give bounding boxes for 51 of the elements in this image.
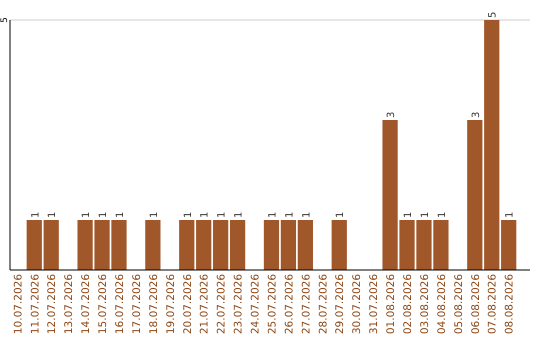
data-label: 1 [81, 212, 92, 218]
x-tick-label: 26.07.2026 [283, 274, 296, 334]
data-label: 3 [470, 112, 482, 118]
data-label: 1 [216, 212, 228, 218]
x-tick-label: 12.07.2026 [46, 274, 58, 334]
data-label: 1 [47, 212, 58, 218]
x-tick-label: 11.07.2026 [29, 274, 42, 334]
data-label: 1 [200, 212, 211, 218]
data-label: 1 [284, 212, 296, 218]
x-tick-label: 19.07.2026 [164, 274, 177, 334]
x-tick-label: 30.07.2026 [351, 274, 364, 334]
x-tick-label: 24.07.2026 [250, 274, 262, 334]
data-label: 1 [403, 212, 414, 218]
data-label: 1 [301, 212, 312, 218]
x-tick-label: 27.07.2026 [300, 274, 312, 334]
x-tick-label: 04.08.2026 [436, 274, 448, 334]
x-tick-label: 07.08.2026 [486, 274, 499, 334]
x-tick-label: 29.07.2026 [334, 274, 346, 334]
x-tick-label: 06.08.2026 [470, 274, 482, 334]
x-tick-label: 22.07.2026 [216, 274, 228, 334]
x-tick-label: 18.07.2026 [148, 274, 160, 334]
data-label: 1 [234, 212, 245, 218]
data-label: 1 [30, 212, 42, 218]
data-label: 5 [488, 12, 499, 18]
data-label: 1 [98, 212, 110, 218]
data-label: 3 [386, 112, 398, 118]
x-tick-label: 17.07.2026 [130, 274, 143, 334]
x-tick-label: 02.08.2026 [402, 274, 414, 334]
data-label: 1 [420, 212, 431, 218]
data-label: 1 [148, 212, 160, 218]
x-tick-label: 21.07.2026 [198, 274, 211, 334]
x-tick-label: 03.08.2026 [418, 274, 431, 334]
x-tick-label: 16.07.2026 [114, 274, 126, 334]
x-tick-label: 31.07.2026 [368, 274, 380, 334]
x-tick-label: 25.07.2026 [266, 274, 278, 334]
x-tick-label: 13.07.2026 [63, 274, 76, 334]
data-label: 1 [335, 212, 346, 218]
x-tick-label: 08.08.2026 [504, 274, 516, 334]
data-label: 1 [114, 212, 126, 218]
data-label: 1 [182, 212, 194, 218]
x-tick-label: 10.07.2026 [12, 274, 24, 334]
x-tick-label: 23.07.2026 [232, 274, 245, 334]
x-tick-label: 05.08.2026 [452, 274, 465, 334]
data-label: 1 [504, 212, 516, 218]
data-label: 1 [267, 212, 278, 218]
x-tick-label: 15.07.2026 [97, 274, 110, 334]
data-label: 1 [436, 212, 448, 218]
x-tick-label: 28.07.2026 [317, 274, 330, 334]
x-tick-label: 01.08.2026 [385, 274, 398, 334]
x-tick-label: 20.07.2026 [182, 274, 194, 334]
x-tick-label: 14.07.2026 [80, 274, 92, 334]
